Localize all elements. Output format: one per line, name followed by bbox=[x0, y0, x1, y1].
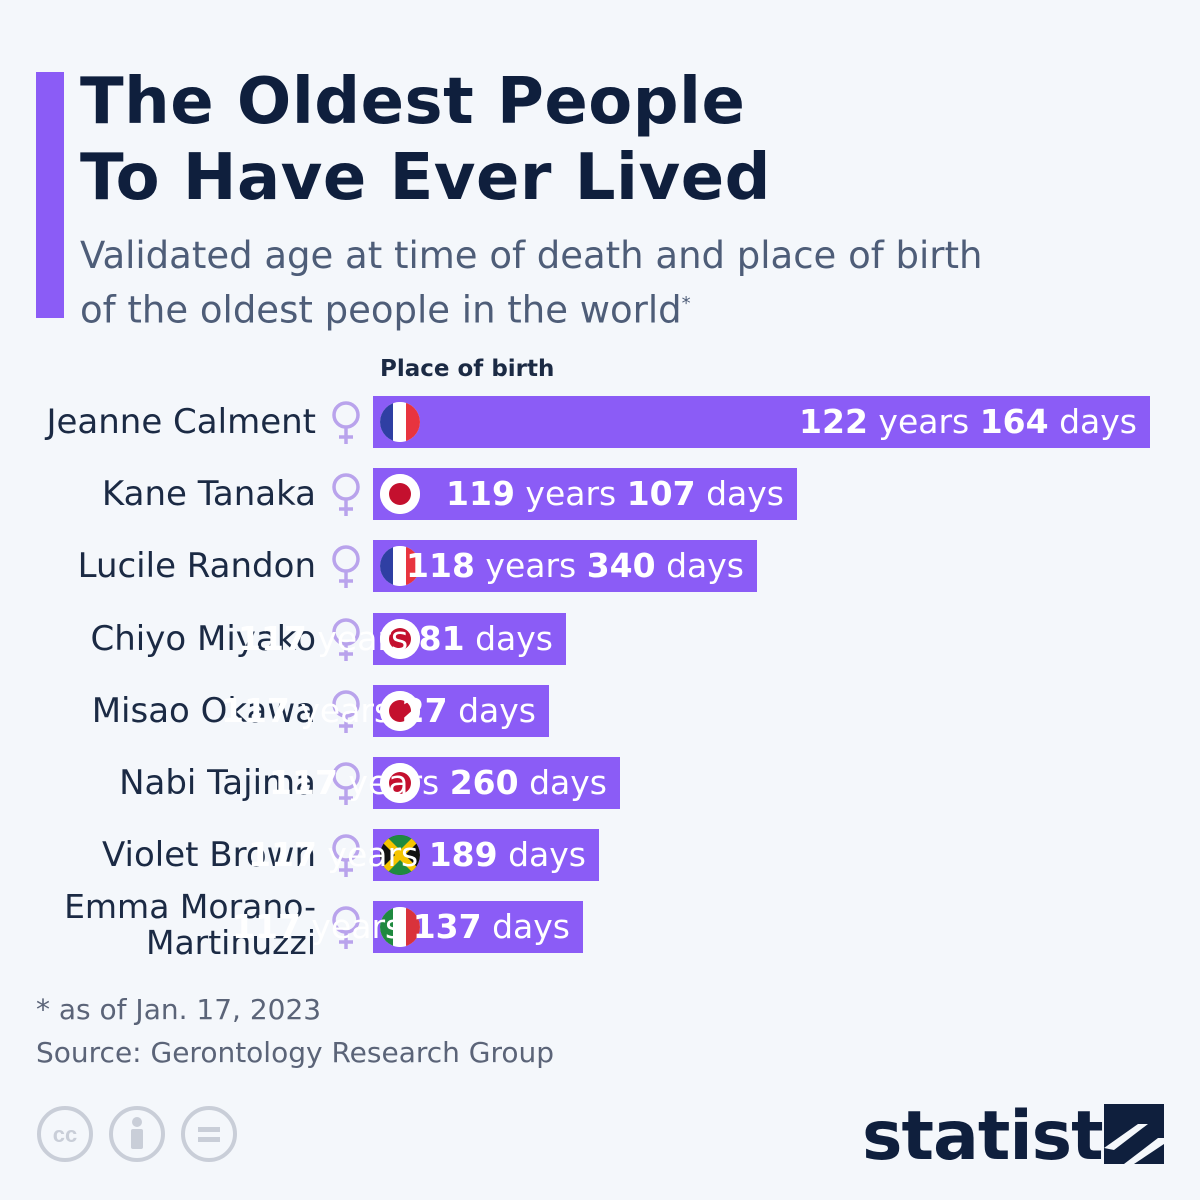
days-unit: days bbox=[655, 546, 744, 585]
chart-row: Jeanne Calment 122 years 164 days bbox=[0, 396, 1200, 448]
person-name-line-2: Martinuzzi bbox=[145, 923, 316, 962]
person-name-label: Kane Tanaka bbox=[101, 474, 316, 514]
data-label: 117 years 137 days bbox=[232, 901, 570, 953]
italy-flag-icon bbox=[380, 907, 420, 947]
years-unit: years bbox=[514, 474, 627, 513]
female-symbol-icon bbox=[332, 834, 360, 877]
days-unit: days bbox=[1048, 402, 1137, 441]
years-value: 117 bbox=[237, 619, 307, 658]
data-label: 117 years 27 days bbox=[221, 685, 536, 737]
days-value: 107 bbox=[626, 474, 696, 513]
chart-row: Nabi Tajima 117 years 260 days bbox=[0, 757, 1200, 809]
chart-row: Kane Tanaka 119 years 107 days bbox=[0, 468, 1200, 520]
years-unit: years bbox=[300, 907, 413, 946]
female-symbol-icon bbox=[332, 545, 360, 588]
chart-title: The Oldest People To Have Ever Lived bbox=[80, 64, 771, 216]
person-name-label: Emma Morano- Martinuzzi bbox=[0, 889, 316, 965]
days-value: 340 bbox=[586, 546, 656, 585]
years-value: 117 bbox=[220, 691, 290, 730]
female-symbol-icon bbox=[332, 690, 360, 733]
footnote: * as of Jan. 17, 2023 bbox=[36, 993, 322, 1026]
bar bbox=[373, 540, 757, 592]
title-line-1: The Oldest People bbox=[80, 65, 746, 139]
days-value: 260 bbox=[449, 763, 519, 802]
days-value: 81 bbox=[418, 619, 465, 658]
female-symbol-icon bbox=[332, 906, 360, 949]
days-value: 164 bbox=[979, 402, 1049, 441]
data-label: 118 years 340 days bbox=[406, 540, 744, 592]
japan-flag-icon bbox=[380, 763, 420, 803]
attribution-icon[interactable] bbox=[108, 1105, 166, 1163]
france-flag-icon bbox=[380, 546, 420, 586]
days-unit: days bbox=[497, 835, 586, 874]
data-label: 117 years 189 days bbox=[248, 829, 586, 881]
years-value: 117 bbox=[232, 907, 301, 946]
subtitle-footnote-marker: * bbox=[681, 293, 691, 314]
chart-row: Violet Brown 117 years 189 days bbox=[0, 829, 1200, 881]
person-name-label: Nabi Tajima bbox=[119, 763, 316, 803]
japan-flag-icon bbox=[380, 474, 420, 514]
years-unit: years bbox=[474, 546, 587, 585]
days-unit: days bbox=[464, 619, 553, 658]
chart-row: Lucile Randon 118 years 340 days bbox=[0, 540, 1200, 592]
days-unit: days bbox=[481, 907, 570, 946]
japan-flag-icon bbox=[380, 619, 420, 659]
data-label: 117 years 260 days bbox=[269, 757, 607, 809]
japan-flag-icon bbox=[380, 691, 420, 731]
no-derivatives-icon[interactable] bbox=[180, 1105, 238, 1163]
days-unit: days bbox=[447, 691, 536, 730]
subtitle-line-1: Validated age at time of death and place… bbox=[80, 234, 983, 277]
chart-row: Misao Okawa 117 years 27 days bbox=[0, 685, 1200, 737]
person-name-label: Chiyo Miyako bbox=[90, 619, 316, 659]
days-value: 137 bbox=[412, 907, 482, 946]
statista-wordmark[interactable]: statista bbox=[862, 1097, 1149, 1176]
data-label: 119 years 107 days bbox=[446, 468, 784, 520]
days-unit: days bbox=[518, 763, 607, 802]
years-unit: years bbox=[306, 619, 419, 658]
female-symbol-icon bbox=[332, 473, 360, 516]
years-unit: years bbox=[289, 691, 402, 730]
years-value: 122 bbox=[799, 402, 868, 441]
years-unit: years bbox=[337, 763, 450, 802]
jamaica-flag-icon bbox=[380, 835, 420, 875]
svg-text:cc: cc bbox=[53, 1122, 77, 1147]
france-flag-icon bbox=[380, 402, 420, 442]
person-name-line-1: Emma Morano- bbox=[64, 887, 316, 926]
female-symbol-icon bbox=[332, 762, 360, 805]
person-name-label: Misao Okawa bbox=[91, 691, 316, 731]
years-unit: years bbox=[316, 835, 429, 874]
days-unit: days bbox=[695, 474, 784, 513]
female-symbol-icon bbox=[332, 401, 360, 444]
years-value: 117 bbox=[248, 835, 317, 874]
years-value: 118 bbox=[406, 546, 475, 585]
statista-logo-icon bbox=[1104, 1104, 1164, 1164]
bar bbox=[373, 396, 1150, 448]
data-label: 122 years 164 days bbox=[799, 396, 1137, 448]
person-name-label: Jeanne Calment bbox=[46, 402, 316, 442]
person-name-label: Lucile Randon bbox=[77, 546, 316, 586]
years-value: 119 bbox=[446, 474, 515, 513]
days-value: 189 bbox=[428, 835, 498, 874]
years-unit: years bbox=[867, 402, 980, 441]
subtitle-line-2: of the oldest people in the world bbox=[80, 288, 682, 332]
bar bbox=[373, 468, 797, 520]
title-line-2: To Have Ever Lived bbox=[80, 141, 771, 215]
creative-commons-icon[interactable]: cc bbox=[36, 1105, 94, 1163]
source-note: Source: Gerontology Research Group bbox=[36, 1036, 555, 1069]
data-label: 117 years 81 days bbox=[238, 613, 553, 665]
title-accent-bar bbox=[36, 72, 64, 318]
chart-subtitle: Validated age at time of death and place… bbox=[80, 232, 1080, 334]
years-value: 117 bbox=[269, 763, 338, 802]
person-name-label: Violet Brown bbox=[102, 835, 316, 875]
chart-row: Chiyo Miyako 117 years 81 days bbox=[0, 613, 1200, 665]
days-value: 27 bbox=[401, 691, 448, 730]
column-header-place-of-birth: Place of birth bbox=[380, 356, 555, 382]
female-symbol-icon bbox=[332, 618, 360, 661]
chart-row: Emma Morano- Martinuzzi 117 years 137 days bbox=[0, 889, 1200, 961]
